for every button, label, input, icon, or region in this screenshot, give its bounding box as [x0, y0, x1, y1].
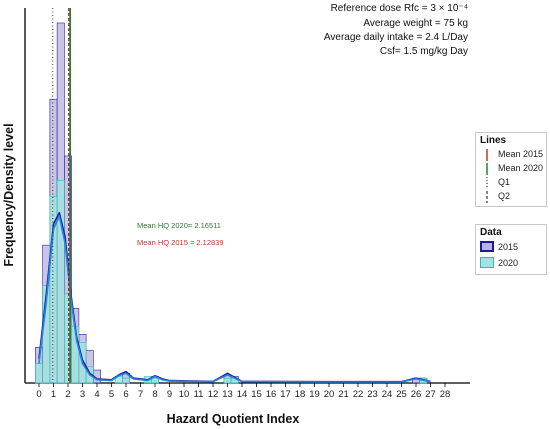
legend-key-mean-2015 — [480, 148, 494, 161]
x-tick-label: 9 — [167, 389, 172, 400]
x-tick-label: 11 — [194, 389, 204, 400]
y-axis-title: Frequency/Density level — [2, 123, 16, 266]
x-tick-label: 2 — [65, 389, 70, 400]
x-tick-label: 20 — [324, 389, 335, 400]
legend-item-mean-2020: Mean 2020 — [476, 161, 546, 175]
x-tick-label: 4 — [94, 389, 99, 400]
annotation-daily-intake: Average daily intake = 2.4 L/Day — [323, 32, 468, 43]
x-tick-label: 12 — [208, 389, 219, 400]
bar-2020 — [35, 363, 43, 384]
bar-2020 — [122, 377, 130, 384]
legend-label-q1: Q1 — [498, 177, 511, 187]
bar-2020 — [223, 377, 232, 384]
legend-label-mean-2020: Mean 2020 — [498, 163, 544, 173]
x-tick-label: 3 — [80, 389, 85, 400]
legend-item-2015: 2015 — [476, 239, 546, 255]
density-curve-2020 — [38, 215, 431, 383]
bar-2020 — [56, 179, 65, 384]
annotation-reference-dose: Reference dose Rfc = 3 × 10⁻⁴ — [330, 3, 468, 14]
legend-key-2020 — [480, 257, 494, 269]
bar-2020 — [151, 377, 159, 384]
x-tick-label: 21 — [338, 389, 349, 400]
annotation-csf: Csf= 1.5 mg/kg Day — [379, 46, 468, 57]
legend-key-mean-2020 — [480, 162, 494, 175]
density-curve-2015 — [38, 211, 431, 383]
annotation-average-weight: Average weight = 75 kg — [363, 18, 468, 29]
legend-item-2020: 2020 — [476, 255, 546, 271]
legend-label-2020: 2020 — [498, 258, 519, 268]
x-tick-label: 10 — [179, 389, 190, 400]
legend-key-2015 — [480, 241, 494, 253]
x-tick-label: 14 — [237, 389, 248, 400]
mean-hq-2015-label: Mean HQ 2015 = 2.12839 — [137, 238, 224, 247]
x-tick-label: 18 — [295, 389, 306, 400]
legend-lines-title: Lines — [480, 135, 507, 146]
legend-data-title: Data — [480, 227, 502, 238]
x-tick-label: 28 — [440, 389, 451, 400]
legend-item-q1: Q1 — [476, 175, 546, 189]
legend-key-q1 — [480, 176, 494, 189]
x-tick-label: 25 — [396, 389, 407, 400]
x-tick-label: 16 — [266, 389, 277, 400]
x-tick-label: 7 — [138, 389, 143, 400]
x-tick-label: 23 — [367, 389, 378, 400]
x-tick-label: 6 — [123, 389, 128, 400]
legend-label-2015: 2015 — [498, 242, 519, 252]
x-tick-label: 8 — [152, 389, 157, 400]
x-tick-label: 22 — [353, 389, 364, 400]
x-axis-title: Hazard Quotient Index — [167, 412, 300, 426]
legend-lines: Lines Mean 2015 Mean 2020 Q1 Q2 — [475, 132, 547, 207]
x-tick-label: 13 — [222, 389, 233, 400]
legend-key-q2 — [480, 190, 494, 203]
legend-label-q2: Q2 — [498, 191, 511, 201]
x-tick-label: 26 — [411, 389, 422, 400]
legend-label-mean-2015: Mean 2015 — [498, 149, 544, 159]
x-tick-label: 15 — [251, 389, 262, 400]
x-tick-label: 24 — [382, 389, 393, 400]
x-tick-label: 0 — [36, 389, 41, 400]
legend-data: Data 2015 2020 — [475, 224, 547, 275]
x-tick-label: 17 — [280, 389, 291, 400]
x-tick-label: 5 — [109, 389, 114, 400]
x-tick-label: 1 — [51, 389, 56, 400]
x-tick-label: 19 — [309, 389, 320, 400]
legend-item-mean-2015: Mean 2015 — [476, 147, 546, 161]
mean-hq-2020-label: Mean HQ 2020= 2.16511 — [137, 221, 221, 230]
legend-item-q2: Q2 — [476, 189, 546, 203]
x-tick-label: 27 — [425, 389, 436, 400]
